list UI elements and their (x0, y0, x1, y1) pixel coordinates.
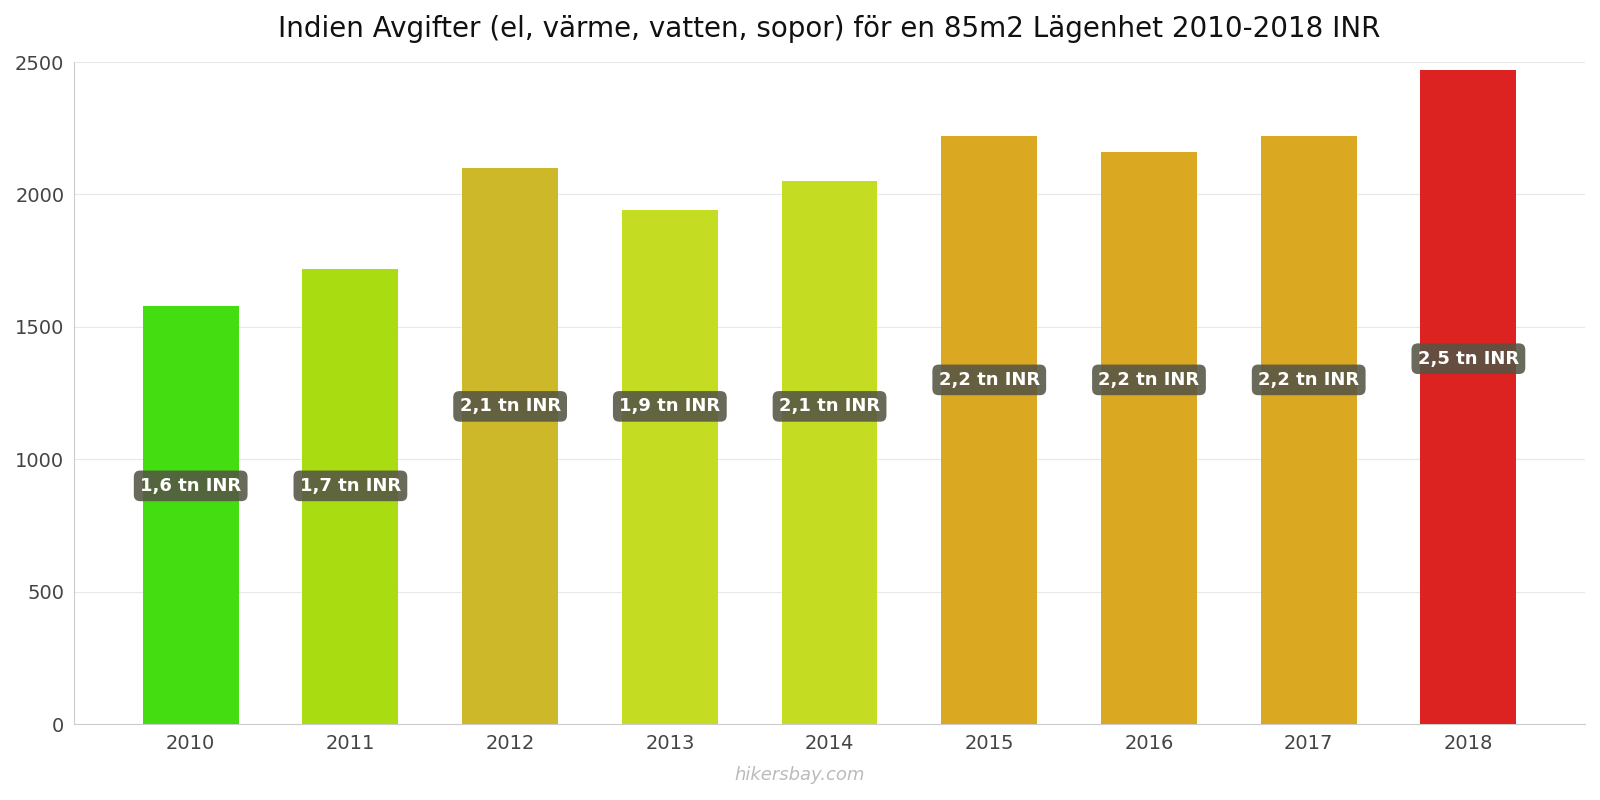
Bar (142, 306, 238, 724)
Text: 1,9 tn INR: 1,9 tn INR (619, 398, 720, 415)
Bar (1421, 70, 1517, 724)
Bar (302, 269, 398, 724)
Text: 2,2 tn INR: 2,2 tn INR (1099, 371, 1200, 389)
Text: 2,2 tn INR: 2,2 tn INR (939, 371, 1040, 389)
Bar (782, 182, 877, 724)
Bar (1261, 136, 1357, 724)
Text: 1,7 tn INR: 1,7 tn INR (299, 477, 402, 495)
Bar (941, 136, 1037, 724)
Bar (1101, 152, 1197, 724)
Text: 2,2 tn INR: 2,2 tn INR (1258, 371, 1360, 389)
Title: Indien Avgifter (el, värme, vatten, sopor) för en 85m2 Lägenhet 2010-2018 INR: Indien Avgifter (el, värme, vatten, sopo… (278, 15, 1381, 43)
Text: 2,1 tn INR: 2,1 tn INR (779, 398, 880, 415)
Text: hikersbay.com: hikersbay.com (734, 766, 866, 784)
Bar (622, 210, 718, 724)
Text: 2,1 tn INR: 2,1 tn INR (459, 398, 560, 415)
Bar (462, 168, 558, 724)
Text: 1,6 tn INR: 1,6 tn INR (141, 477, 242, 495)
Text: 2,5 tn INR: 2,5 tn INR (1418, 350, 1518, 368)
